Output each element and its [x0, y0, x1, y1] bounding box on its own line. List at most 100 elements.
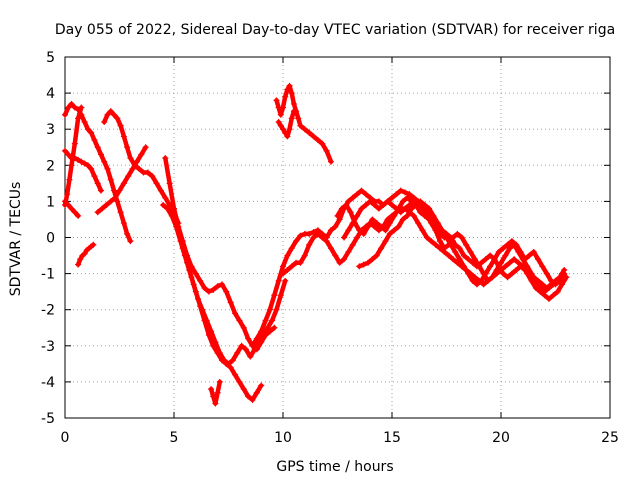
series-trace-16 — [356, 198, 568, 288]
data-point — [502, 263, 509, 270]
series-trace — [280, 206, 569, 302]
data-point — [543, 270, 550, 277]
y-tick-label: -4 — [41, 375, 55, 391]
data-point — [378, 223, 385, 230]
data-point — [234, 350, 241, 357]
data-point — [284, 133, 291, 140]
data-point — [465, 256, 472, 263]
data-point — [508, 238, 515, 245]
data-point — [286, 82, 293, 89]
data-point — [275, 118, 282, 125]
data-point — [474, 263, 481, 270]
data-point — [258, 328, 265, 335]
data-point — [506, 245, 513, 252]
data-point — [389, 194, 395, 201]
data-point — [131, 162, 138, 169]
data-point — [65, 151, 72, 158]
series-trace — [171, 213, 264, 403]
data-point — [301, 126, 308, 133]
data-point — [277, 292, 284, 299]
data-point — [78, 158, 85, 165]
data-point — [465, 270, 472, 277]
data-point — [404, 194, 411, 201]
data-point — [258, 382, 265, 389]
data-point — [345, 227, 352, 234]
y-tick-label: -5 — [41, 411, 55, 427]
data-point — [107, 176, 114, 183]
data-point — [297, 259, 304, 266]
data-point — [360, 261, 367, 268]
data-point — [402, 189, 409, 196]
data-point — [280, 104, 286, 111]
data-point — [65, 104, 72, 111]
data-point — [127, 238, 134, 245]
data-point — [197, 277, 204, 284]
data-point — [386, 230, 393, 237]
data-point — [66, 176, 73, 183]
data-point — [480, 281, 487, 288]
data-point — [184, 259, 191, 266]
data-point — [345, 248, 352, 255]
data-point — [362, 191, 369, 198]
data-point — [216, 378, 223, 385]
data-point — [356, 263, 363, 270]
data-point — [349, 194, 356, 201]
data-point — [84, 126, 91, 133]
data-point — [454, 230, 461, 237]
data-point — [214, 350, 221, 357]
data-point — [236, 317, 243, 324]
series-trace-4 — [62, 104, 85, 209]
data-point — [91, 173, 98, 180]
data-point — [419, 227, 426, 234]
grid — [65, 57, 610, 418]
data-point — [97, 151, 104, 158]
data-point — [284, 86, 291, 93]
data-point — [286, 126, 293, 133]
y-tick-label: 1 — [46, 194, 55, 210]
data-point — [393, 191, 400, 198]
data-point — [397, 187, 404, 194]
data-point — [269, 317, 276, 324]
x-tick-label: 10 — [274, 430, 292, 446]
series-trace-10 — [171, 212, 265, 403]
data-point — [214, 389, 221, 396]
data-point — [428, 238, 435, 245]
data-point — [430, 212, 437, 219]
data-point — [550, 292, 557, 299]
data-point — [192, 288, 199, 295]
data-point — [310, 234, 317, 241]
series-trace-13 — [280, 205, 570, 302]
y-tick-label: 0 — [46, 231, 55, 247]
data-point — [245, 335, 252, 342]
x-tick-label: 0 — [61, 430, 70, 446]
data-point — [88, 165, 95, 172]
data-point — [107, 108, 114, 115]
data-point — [456, 256, 463, 263]
data-point — [541, 288, 548, 295]
data-point — [310, 133, 317, 140]
data-point — [382, 227, 389, 234]
data-point — [264, 324, 271, 331]
data-point — [395, 223, 402, 230]
data-point — [441, 245, 448, 252]
data-point — [306, 241, 313, 248]
data-point — [210, 342, 217, 349]
data-point — [111, 111, 118, 118]
data-point — [515, 259, 522, 266]
data-point — [114, 115, 121, 122]
data-point — [395, 205, 402, 212]
data-point — [371, 223, 378, 230]
data-point — [426, 205, 433, 212]
data-point — [280, 270, 286, 277]
data-point — [508, 270, 515, 277]
data-point — [539, 263, 546, 270]
data-point — [71, 140, 78, 147]
data-point — [456, 245, 463, 252]
data-point — [306, 129, 313, 136]
data-point — [271, 292, 278, 299]
data-point — [245, 393, 252, 400]
data-point — [253, 389, 260, 396]
data-point — [104, 111, 111, 118]
data-point — [288, 115, 295, 122]
data-point — [495, 248, 502, 255]
